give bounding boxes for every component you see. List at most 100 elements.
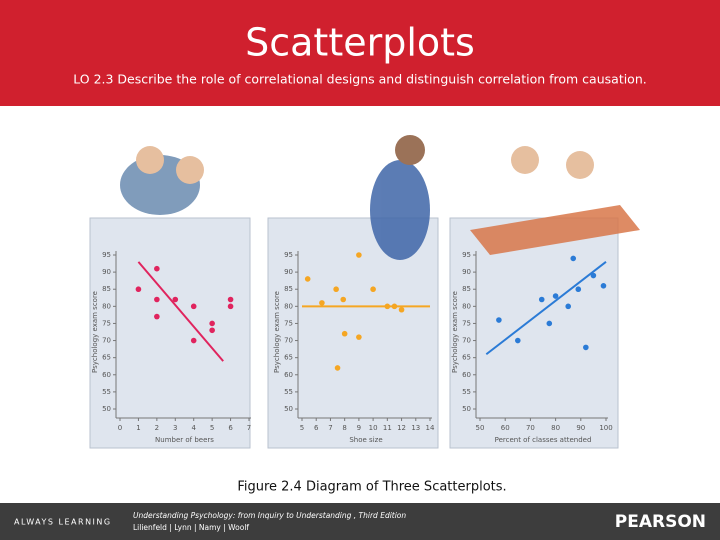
footer-brand: PEARSON [615, 512, 706, 532]
y-tick-label: 70 [462, 337, 471, 345]
x-tick-label: 60 [501, 424, 510, 432]
point [583, 344, 589, 351]
point [227, 296, 234, 303]
x-tick-label: 14 [426, 424, 435, 432]
y-tick-label: 90 [284, 268, 293, 276]
point [538, 296, 545, 303]
x-tick-label: 2 [155, 424, 159, 432]
x-tick-label: 70 [526, 424, 535, 432]
y-tick-label: 75 [284, 319, 293, 327]
point [341, 330, 348, 337]
slide-subtitle: LO 2.3 Describe the role of correlationa… [73, 72, 646, 87]
point [600, 283, 607, 289]
point [172, 296, 179, 303]
y-tick-label: 60 [462, 371, 471, 379]
y-tick-label: 70 [102, 337, 111, 345]
footer-tagline: ALWAYS LEARNING [14, 518, 112, 527]
point [515, 337, 521, 344]
y-axis-label: Psychology exam score [273, 291, 281, 373]
y-axis-label: Psychology exam score [91, 291, 99, 373]
footer-authors: Lilienfeld | Lynn | Namy | Woolf [133, 523, 249, 532]
point [546, 320, 553, 327]
footer-book: Understanding Psychology: from Inquiry t… [133, 511, 406, 520]
header-band [0, 0, 720, 106]
point [190, 337, 197, 344]
x-tick-label: 8 [342, 424, 346, 432]
x-tick-label: 7 [247, 424, 251, 432]
point [496, 317, 502, 323]
panel [449, 217, 619, 449]
point [570, 255, 577, 262]
point [227, 303, 234, 310]
point [356, 334, 362, 340]
point [340, 296, 347, 303]
point [190, 303, 197, 310]
x-tick-label: 7 [328, 424, 332, 432]
x-axis-label: Percent of classes attended [495, 436, 592, 444]
y-tick-label: 65 [102, 354, 111, 362]
y-tick-label: 60 [102, 371, 111, 379]
illustration [120, 135, 640, 260]
point [398, 306, 405, 313]
y-tick-label: 95 [284, 251, 293, 259]
point [304, 276, 311, 282]
y-tick-label: 90 [462, 268, 471, 276]
trend-line [485, 261, 607, 356]
y-tick-label: 80 [284, 302, 293, 310]
footer-band [0, 503, 720, 540]
x-tick-label: 0 [118, 424, 122, 432]
x-tick-label: 50 [476, 424, 485, 432]
panel [89, 217, 251, 449]
y-tick-label: 50 [284, 405, 293, 413]
point [333, 286, 339, 293]
point [384, 303, 391, 310]
y-tick-label: 60 [284, 371, 293, 379]
x-tick-label: 90 [576, 424, 585, 432]
point [391, 303, 398, 310]
figure-caption: Figure 2.4 Diagram of Three Scatterplots… [237, 480, 506, 495]
y-tick-label: 65 [284, 354, 293, 362]
point [575, 286, 582, 293]
y-tick-label: 85 [102, 285, 111, 293]
y-tick-label: 80 [462, 302, 471, 310]
point [209, 320, 215, 327]
x-tick-label: 6 [314, 424, 319, 432]
x-tick-label: 10 [369, 424, 378, 432]
y-tick-label: 75 [462, 319, 471, 327]
point [135, 286, 142, 293]
point [356, 252, 362, 258]
x-tick-label: 11 [383, 424, 392, 432]
x-tick-label: 13 [411, 424, 420, 432]
y-tick-label: 90 [102, 268, 111, 276]
y-tick-label: 65 [462, 354, 471, 362]
x-axis-label: Number of beers [155, 436, 214, 444]
slide-title: Scatterplots [245, 21, 475, 65]
point [370, 286, 376, 293]
y-tick-label: 85 [284, 285, 293, 293]
x-tick-label: 12 [397, 424, 406, 432]
y-tick-label: 95 [102, 251, 111, 259]
x-tick-label: 4 [191, 424, 196, 432]
y-tick-label: 55 [284, 388, 293, 396]
y-tick-label: 80 [102, 302, 111, 310]
y-tick-label: 55 [102, 388, 111, 396]
y-tick-label: 50 [102, 405, 111, 413]
x-tick-label: 100 [599, 424, 612, 432]
point [154, 296, 160, 303]
y-tick-label: 95 [462, 251, 471, 259]
x-tick-label: 5 [300, 424, 304, 432]
point [209, 327, 215, 334]
y-tick-label: 55 [462, 388, 471, 396]
point [565, 303, 571, 310]
y-tick-label: 70 [284, 337, 293, 345]
point [590, 272, 597, 279]
point [319, 300, 325, 306]
x-axis-label: Shoe size [349, 436, 382, 444]
x-tick-label: 9 [357, 424, 361, 432]
point [552, 293, 559, 299]
y-tick-label: 75 [102, 319, 111, 327]
trend-line [137, 261, 224, 362]
point [334, 365, 341, 371]
